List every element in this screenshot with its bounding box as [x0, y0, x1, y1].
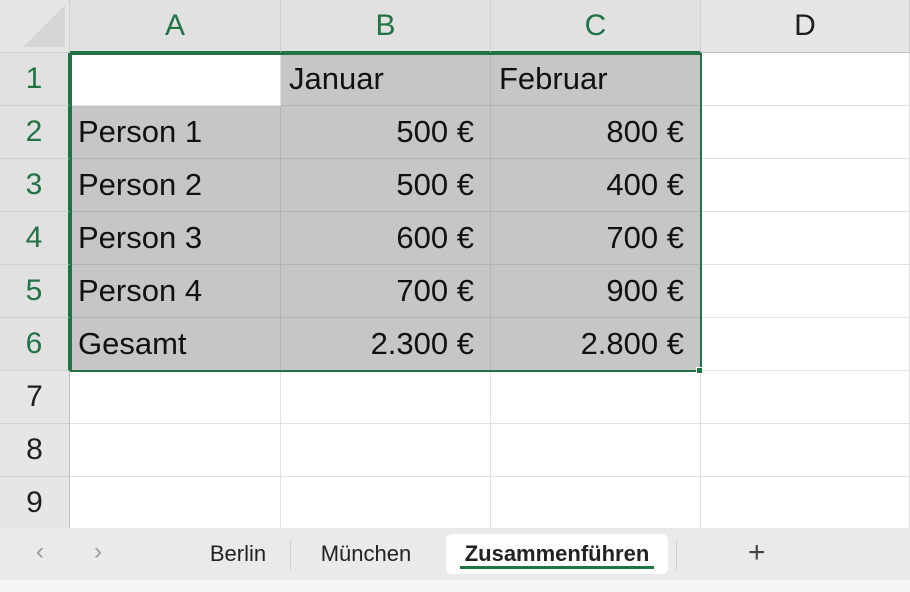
cell-D6[interactable]	[701, 318, 910, 371]
cell-D5[interactable]	[701, 265, 910, 318]
sheet-tab-muenchen[interactable]: München	[300, 534, 432, 574]
cell-D1[interactable]	[701, 53, 910, 106]
select-all-triangle-icon	[23, 5, 65, 47]
cell-A2[interactable]: Person 1	[70, 106, 281, 159]
cell-A1[interactable]	[70, 53, 281, 106]
cell-B7[interactable]	[281, 371, 491, 424]
select-all-corner[interactable]	[0, 0, 70, 53]
cell-D3[interactable]	[701, 159, 910, 212]
row-header-8[interactable]: 8	[0, 424, 70, 477]
column-header-c[interactable]: C	[491, 0, 701, 53]
row-header-1[interactable]: 1	[0, 53, 70, 106]
cell-C2[interactable]: 800 €	[491, 106, 701, 159]
cell-B5[interactable]: 700 €	[281, 265, 491, 318]
cell-A9[interactable]	[70, 477, 281, 530]
cell-A3[interactable]: Person 2	[70, 159, 281, 212]
fill-handle[interactable]	[696, 367, 703, 374]
cell-D9[interactable]	[701, 477, 910, 530]
cell-C3[interactable]: 400 €	[491, 159, 701, 212]
cell-C5[interactable]: 900 €	[491, 265, 701, 318]
column-header-a[interactable]: A	[70, 0, 281, 53]
cell-A7[interactable]	[70, 371, 281, 424]
row-header-5[interactable]: 5	[0, 265, 70, 318]
cell-B3[interactable]: 500 €	[281, 159, 491, 212]
row-header-9[interactable]: 9	[0, 477, 70, 530]
cell-B1[interactable]: Januar	[281, 53, 491, 106]
column-header-b[interactable]: B	[281, 0, 491, 53]
tab-separator	[676, 540, 677, 570]
cell-C8[interactable]	[491, 424, 701, 477]
next-sheet-icon[interactable]: ›	[94, 538, 102, 565]
row-header-2[interactable]: 2	[0, 106, 70, 159]
cell-B6[interactable]: 2.300 €	[281, 318, 491, 371]
cell-C1[interactable]: Februar	[491, 53, 701, 106]
cell-D7[interactable]	[701, 371, 910, 424]
row-header-4[interactable]: 4	[0, 212, 70, 265]
cell-A6[interactable]: Gesamt	[70, 318, 281, 371]
cell-B9[interactable]	[281, 477, 491, 530]
column-header-d[interactable]: D	[701, 0, 910, 53]
sheet-tab-berlin[interactable]: Berlin	[196, 534, 280, 574]
tab-separator	[290, 540, 291, 570]
cell-B8[interactable]	[281, 424, 491, 477]
cell-C6[interactable]: 2.800 €	[491, 318, 701, 371]
cell-A4[interactable]: Person 3	[70, 212, 281, 265]
cell-B2[interactable]: 500 €	[281, 106, 491, 159]
cell-A8[interactable]	[70, 424, 281, 477]
cell-C4[interactable]: 700 €	[491, 212, 701, 265]
tab-label: Zusammenführen	[464, 541, 650, 566]
cell-B4[interactable]: 600 €	[281, 212, 491, 265]
prev-sheet-icon[interactable]: ‹	[36, 538, 44, 565]
row-header-6[interactable]: 6	[0, 318, 70, 371]
row-header-7[interactable]: 7	[0, 371, 70, 424]
cell-C7[interactable]	[491, 371, 701, 424]
add-sheet-icon[interactable]: +	[748, 536, 766, 569]
cell-D4[interactable]	[701, 212, 910, 265]
tab-label: München	[320, 541, 412, 566]
active-tab-underline	[460, 566, 654, 569]
sheet-tab-zusammenfuehren[interactable]: Zusammenführen	[446, 534, 668, 574]
tab-label: Berlin	[209, 541, 267, 566]
cell-A5[interactable]: Person 4	[70, 265, 281, 318]
cell-C9[interactable]	[491, 477, 701, 530]
row-header-3[interactable]: 3	[0, 159, 70, 212]
cell-D2[interactable]	[701, 106, 910, 159]
status-strip	[0, 580, 910, 592]
cell-D8[interactable]	[701, 424, 910, 477]
